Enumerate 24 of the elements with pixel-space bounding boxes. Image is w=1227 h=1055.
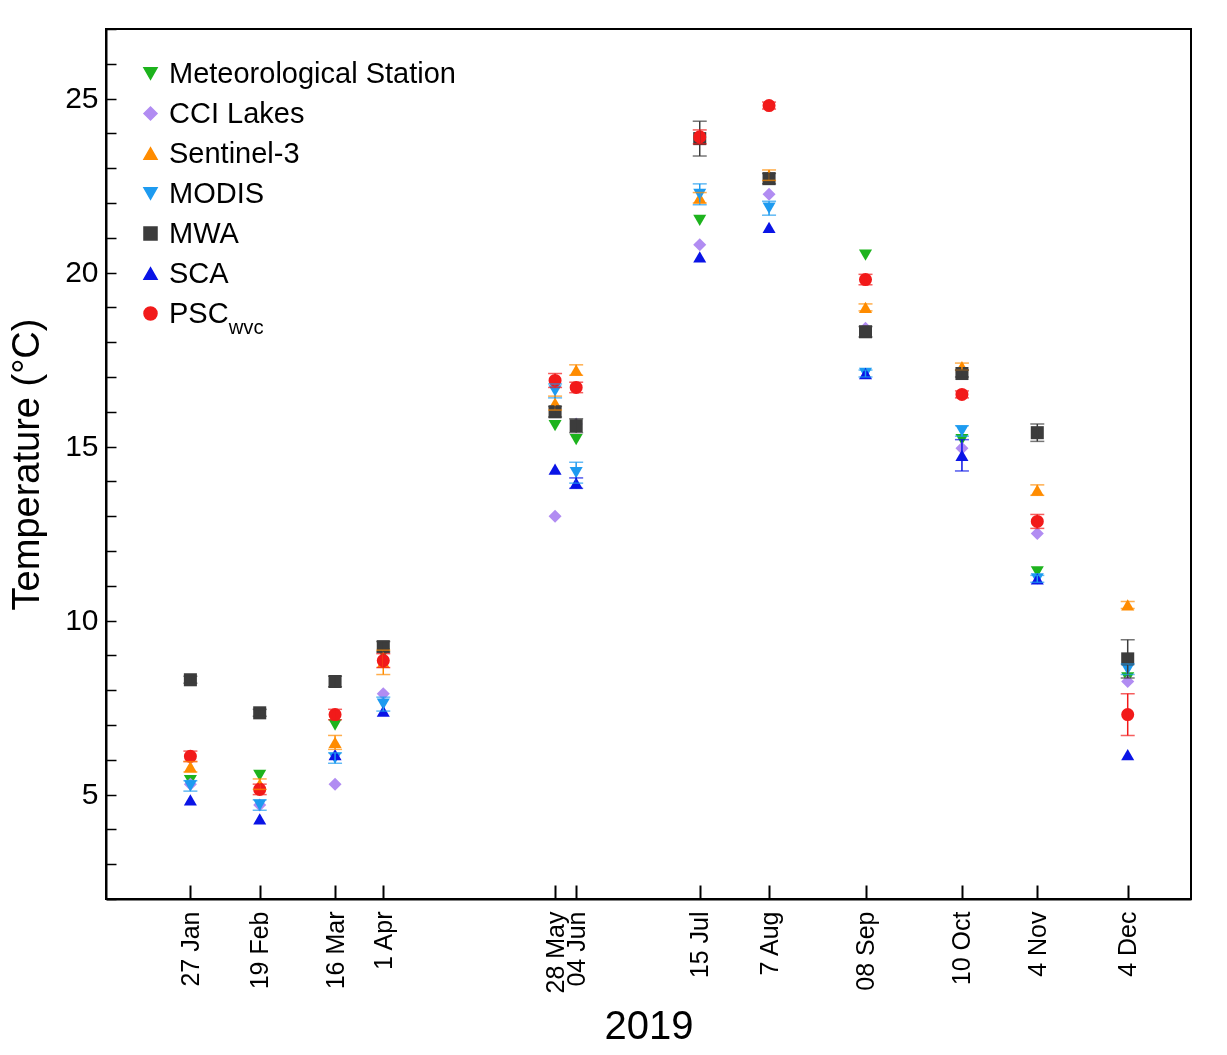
legend-label: MODIS bbox=[169, 176, 265, 209]
y-tick-label: 5 bbox=[81, 777, 99, 811]
legend-label: Meteorological Station bbox=[169, 56, 456, 89]
x-tick-label: 7 Aug bbox=[754, 911, 783, 976]
x-tick-label: 15 Jul bbox=[685, 911, 714, 979]
legend-label: Sentinel-3 bbox=[169, 136, 300, 169]
legend-label: PSC$_{wvc}$ bbox=[169, 296, 264, 338]
x-tick-label: 16 Mar bbox=[320, 911, 349, 990]
legend-label: CCI Lakes bbox=[169, 96, 305, 129]
legend-label: SCA bbox=[169, 256, 230, 289]
y-tick-label: 15 bbox=[65, 429, 99, 463]
x-tick-label: 1 Apr bbox=[368, 911, 397, 970]
x-tick-label: 10 Oct bbox=[947, 911, 976, 986]
x-tick-label: 4 Dec bbox=[1113, 911, 1142, 977]
y-tick-label: 10 bbox=[65, 603, 99, 637]
x-tick-label: 4 Nov bbox=[1022, 911, 1051, 977]
x-tick-label: 19 Feb bbox=[245, 911, 274, 990]
x-tick-label: 27 Jan bbox=[175, 911, 204, 987]
y-tick-label: 20 bbox=[65, 255, 99, 289]
y-axis-title: Temperature (°C) bbox=[5, 318, 48, 611]
legend-label: MWA bbox=[169, 216, 240, 249]
x-tick-label: 08 Sep bbox=[851, 911, 879, 991]
y-tick-label: 25 bbox=[65, 81, 99, 115]
x-axis-title: 2019 bbox=[604, 1003, 694, 1048]
